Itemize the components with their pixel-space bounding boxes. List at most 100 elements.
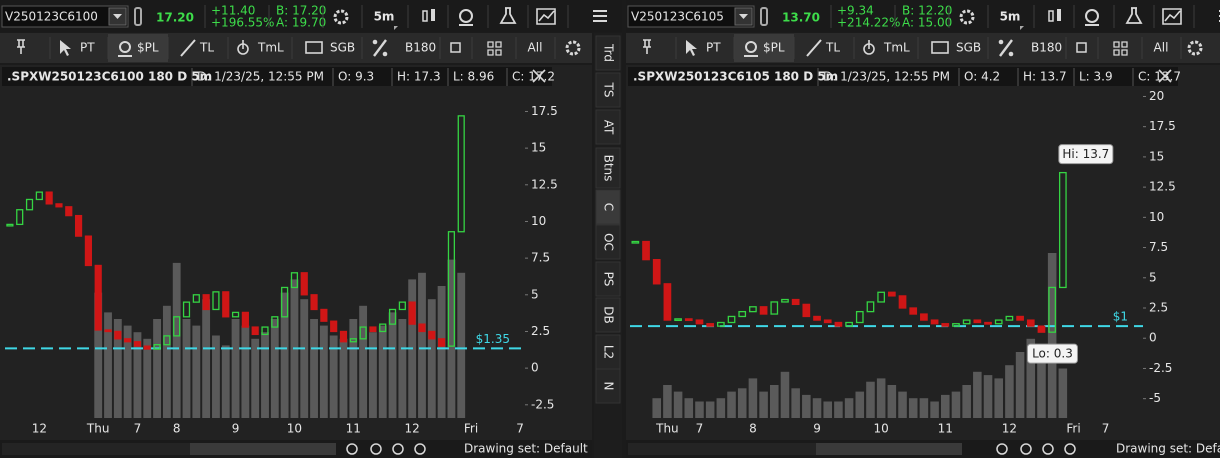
y-tick-label: -5 [1149, 391, 1161, 405]
x-tick-label: Fri [464, 422, 478, 436]
grid-icon[interactable] [487, 41, 502, 56]
ask-price: A: 19.70 [276, 16, 326, 30]
sidebar-tab[interactable] [595, 109, 621, 145]
header-open: O: 9.3 [338, 70, 374, 84]
volume-bar [280, 292, 289, 418]
tool-label[interactable]: $PL [763, 41, 785, 55]
pin-icon[interactable] [643, 39, 651, 54]
sidebar-tab-label[interactable]: L2 [602, 345, 616, 359]
settings-icon[interactable] [333, 9, 349, 25]
sidebar-tab[interactable] [595, 35, 621, 71]
zoom-icon[interactable] [1064, 443, 1076, 455]
zoom-icon[interactable] [346, 443, 358, 455]
sidebar-tab-label[interactable]: N [602, 382, 616, 391]
tool-label[interactable]: PT [80, 41, 95, 55]
sidebar-tab-label[interactable]: TS [602, 82, 616, 98]
drawings-icon[interactable] [1162, 8, 1182, 25]
link-icon[interactable] [134, 7, 142, 26]
volume-bar [876, 378, 886, 418]
sidebar-tab-label[interactable]: DB [602, 306, 616, 323]
chart-style-icon[interactable] [1048, 10, 1054, 22]
sidebar-tab[interactable] [595, 72, 621, 108]
studies-icon[interactable] [1125, 7, 1143, 24]
volume-bar [329, 335, 338, 418]
studies-icon[interactable] [499, 7, 517, 24]
grid-icon[interactable] [1113, 41, 1128, 56]
sidebar-tab-label[interactable]: OC [602, 233, 616, 251]
volume-bar [319, 325, 328, 418]
box-icon[interactable] [1076, 42, 1087, 53]
net-change: +11.40 [211, 4, 255, 18]
tool-label[interactable]: TmL [257, 41, 284, 55]
sidebar-tab-label[interactable]: C [602, 203, 616, 211]
tool-label[interactable]: SGB [330, 41, 355, 55]
high-label: Hi: 13.7 [1062, 147, 1109, 161]
sidebar-tab[interactable] [595, 334, 621, 370]
sgb-icon [305, 41, 323, 54]
header-high: H: 13.7 [1023, 70, 1067, 84]
sidebar-tab[interactable] [595, 224, 621, 260]
zoom-icon[interactable] [1042, 443, 1054, 455]
drawings-icon[interactable] [536, 8, 556, 25]
candle [887, 291, 896, 297]
box-icon[interactable] [450, 42, 461, 53]
y-tick-label: 2.5 [531, 324, 550, 338]
drawing-set[interactable]: Drawing set: Default [464, 442, 588, 456]
candle [330, 320, 338, 333]
tool-label[interactable]: B180 [405, 41, 436, 55]
percent-icon [382, 51, 388, 57]
all-tools[interactable]: All [1154, 41, 1169, 55]
pin-icon[interactable] [17, 39, 25, 54]
interval[interactable]: 5m [1000, 10, 1021, 24]
tool-label[interactable]: TmL [883, 41, 910, 55]
tools-settings-icon[interactable] [1187, 40, 1203, 56]
sidebar-tab-label[interactable]: Btns [602, 155, 616, 182]
tool-label[interactable]: TL [825, 41, 840, 55]
volume-bar [759, 391, 768, 418]
volume-bar [192, 325, 201, 418]
scroll-thumb[interactable] [816, 443, 962, 455]
all-tools[interactable]: All [528, 41, 543, 55]
volume-bar [447, 259, 456, 418]
symbol-box[interactable] [627, 5, 755, 28]
candle [1037, 325, 1046, 333]
drawing-set[interactable]: Drawing set: Default [1116, 442, 1220, 456]
sidebar-tab[interactable] [595, 189, 621, 225]
sidebar-tab-label[interactable]: PS [602, 272, 616, 287]
volume-bar [770, 385, 779, 418]
y-tick-label: 5 [531, 287, 539, 301]
chart-style-icon[interactable] [422, 10, 428, 22]
sidebar-tab-label[interactable]: AT [602, 120, 616, 135]
zoom-icon[interactable] [414, 443, 426, 455]
header-date: D: 1/23/25, 12:55 PM [197, 70, 324, 84]
x-tick-label: 12 [32, 422, 47, 436]
price-icon[interactable] [1085, 9, 1099, 23]
sidebar-tab[interactable] [595, 368, 621, 404]
sidebar-tab-label[interactable]: Trd [602, 43, 616, 62]
zoom-icon[interactable] [1020, 443, 1032, 455]
tool-label[interactable]: $PL [137, 41, 159, 55]
candle [35, 191, 43, 201]
tool-label[interactable]: SGB [956, 41, 981, 55]
zoom-icon[interactable] [370, 443, 382, 455]
tool-label[interactable]: TL [199, 41, 214, 55]
tool-label[interactable]: B180 [1031, 41, 1062, 55]
tool-label[interactable]: PT [706, 41, 721, 55]
link-icon[interactable] [760, 7, 768, 26]
low-label: Lo: 0.3 [1032, 347, 1073, 361]
sidebar-tab[interactable] [595, 297, 621, 333]
symbol-box[interactable] [1, 5, 129, 28]
interval[interactable]: 5m [374, 10, 395, 24]
zoom-icon[interactable] [392, 443, 404, 455]
volume-bar [973, 371, 982, 418]
settings-icon[interactable] [959, 9, 975, 25]
candle [695, 319, 704, 325]
price-icon[interactable] [459, 9, 473, 23]
sidebar-tab[interactable] [595, 261, 621, 297]
menu-icon[interactable] [593, 10, 607, 22]
sidebar-tab[interactable] [595, 147, 621, 189]
tools-settings-icon[interactable] [565, 40, 581, 56]
zoom-icon[interactable] [996, 443, 1008, 455]
scroll-thumb[interactable] [190, 443, 336, 455]
header-close: C: 17.2 [512, 70, 555, 84]
